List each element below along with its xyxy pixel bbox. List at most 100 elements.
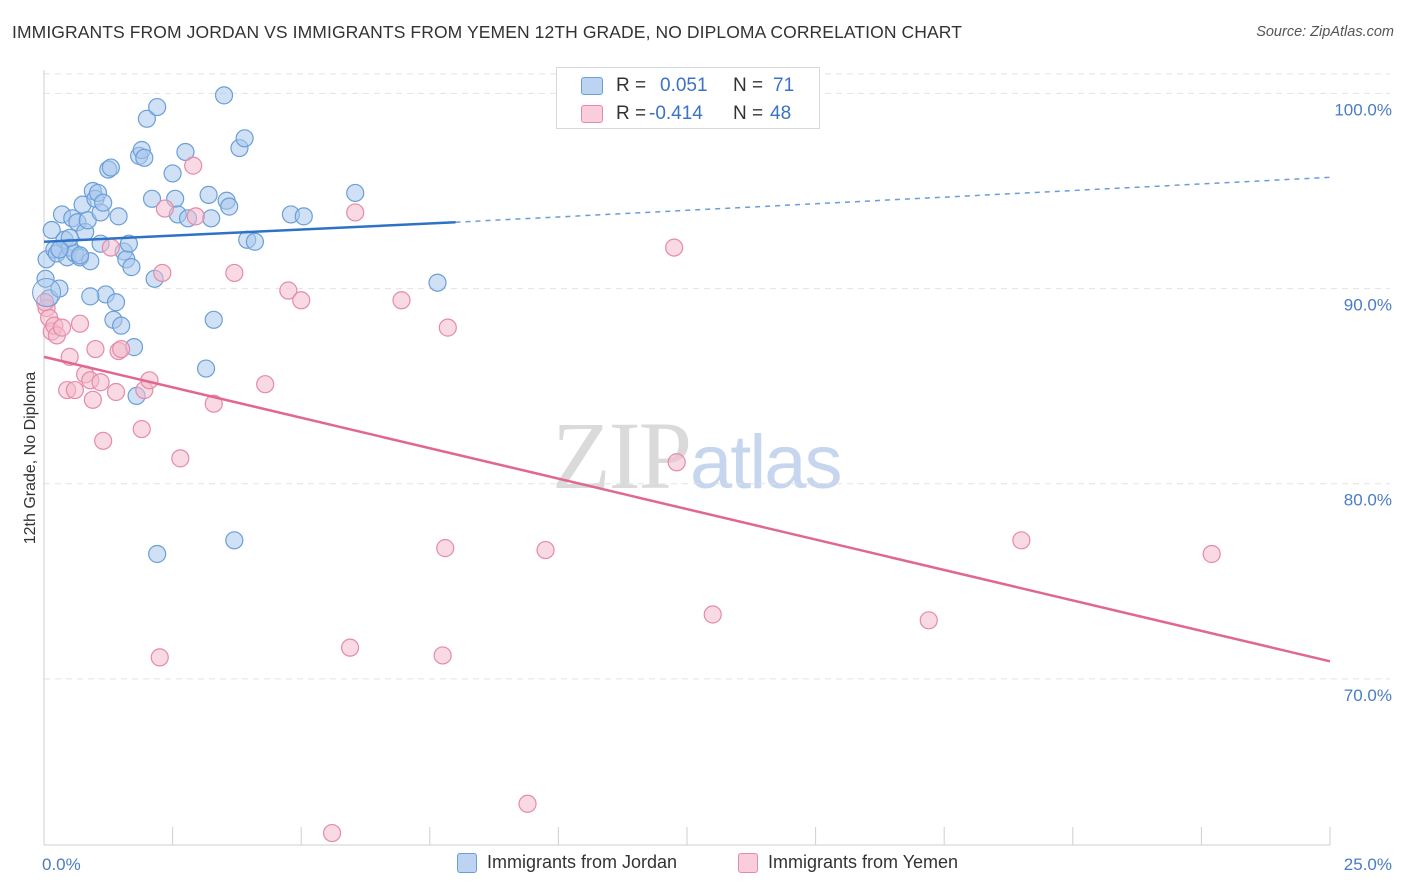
- watermark-atlas: atlas: [690, 420, 843, 505]
- yemen-point: [919, 611, 938, 630]
- yemen-point: [225, 263, 244, 283]
- jordan-point: [346, 183, 365, 203]
- legend-n-label: N =: [733, 75, 764, 96]
- jordan-point: [245, 232, 265, 251]
- x-tick-label: 0.0%: [42, 855, 81, 874]
- jordan-point: [137, 109, 156, 128]
- yemen-point: [667, 453, 686, 472]
- legend-n-value: 48: [770, 103, 792, 124]
- jordan-point: [202, 209, 221, 228]
- chart-title: IMMIGRANTS FROM JORDAN VS IMMIGRANTS FRO…: [12, 22, 962, 42]
- yemen-point: [83, 390, 102, 409]
- series-swatch-jordan: [457, 852, 477, 873]
- yemen-point: [70, 314, 90, 333]
- yemen-point: [153, 263, 172, 283]
- jordan-point: [142, 189, 162, 208]
- yemen-trend-line: [43, 355, 1331, 663]
- yemen-point: [171, 449, 190, 468]
- jordan-trend-line: [43, 220, 456, 243]
- legend-n-label: N =: [733, 103, 764, 124]
- jordan-point: [199, 185, 218, 204]
- yemen-point: [518, 794, 537, 813]
- y-tick-label: 90.0%: [1344, 296, 1392, 315]
- series-swatch-yemen: [738, 852, 758, 873]
- yemen-point: [536, 540, 555, 560]
- jordan-point: [148, 544, 167, 564]
- legend-r-value: 0.051: [660, 75, 708, 96]
- jordan-point: [112, 316, 131, 335]
- y-tick-label: 70.0%: [1344, 686, 1392, 705]
- yemen-point: [52, 318, 72, 337]
- yemen-point: [1012, 531, 1031, 550]
- legend-r-value: -0.414: [649, 103, 703, 124]
- jordan-point: [109, 207, 128, 226]
- jordan-point: [70, 246, 90, 265]
- yemen-point: [186, 207, 205, 226]
- jordan-point: [122, 258, 141, 277]
- jordan-point: [101, 158, 120, 177]
- yemen-point: [132, 419, 151, 439]
- source-label: Source: ZipAtlas.com: [1256, 24, 1394, 40]
- yemen-point: [94, 431, 113, 450]
- watermark: ZIPatlas: [552, 400, 843, 511]
- series-legend: Immigrants from Jordan Immigrants from Y…: [0, 852, 1406, 878]
- legend-swatch-yemen: [581, 105, 603, 123]
- jordan-point: [135, 148, 154, 167]
- legend-r-label: R =: [616, 75, 647, 96]
- legend-swatch-jordan: [581, 77, 603, 95]
- yemen-point: [256, 375, 275, 394]
- jordan-point: [106, 293, 126, 312]
- jordan-point: [94, 193, 113, 212]
- yemen-point: [106, 382, 126, 402]
- yemen-point: [65, 380, 84, 400]
- yemen-point: [292, 291, 311, 310]
- yemen-point: [703, 605, 722, 624]
- series-legend-jordan[interactable]: Immigrants from Jordan: [457, 852, 677, 873]
- jordan-point: [42, 220, 61, 240]
- yemen-point: [346, 203, 365, 222]
- yemen-point: [184, 156, 203, 175]
- jordan-point: [50, 240, 69, 259]
- yemen-point: [1202, 544, 1221, 564]
- yemen-point: [433, 646, 452, 665]
- jordan-trend-extension: [455, 176, 1331, 223]
- series-legend-yemen-label: Immigrants from Yemen: [768, 852, 959, 872]
- yemen-point: [436, 539, 455, 558]
- yemen-point: [101, 238, 120, 257]
- jordan-point: [225, 531, 244, 550]
- correlation-legend: R = 0.051 N = 71 R = -0.414 N = 48: [556, 67, 820, 129]
- jordan-point: [214, 86, 234, 105]
- jordan-point: [81, 287, 100, 306]
- jordan-point: [220, 197, 239, 216]
- jordan-point: [294, 207, 313, 226]
- jordan-point: [176, 142, 195, 162]
- series-legend-yemen[interactable]: Immigrants from Yemen: [738, 852, 958, 873]
- yemen-point: [438, 318, 457, 337]
- yemen-point: [150, 648, 169, 667]
- yemen-point: [86, 339, 105, 359]
- series-legend-jordan-label: Immigrants from Jordan: [487, 852, 678, 872]
- y-axis-label: 12th Grade, No Diploma: [22, 372, 39, 545]
- y-tick-label: 100.0%: [1334, 100, 1392, 119]
- legend-r-label: R =: [616, 103, 647, 124]
- yemen-point: [204, 394, 223, 413]
- jordan-point: [148, 97, 167, 117]
- jordan-point: [163, 164, 182, 183]
- jordan-point: [196, 359, 216, 378]
- legend-n-value: 71: [773, 75, 795, 96]
- yemen-point: [392, 291, 411, 310]
- jordan-point: [235, 129, 254, 148]
- watermark-zip: ZIP: [552, 402, 692, 509]
- yemen-point: [279, 281, 298, 300]
- yemen-point: [155, 199, 174, 218]
- jordan-point: [119, 234, 138, 253]
- jordan-point: [204, 310, 223, 329]
- jordan-point: [60, 228, 79, 247]
- yemen-point: [322, 823, 342, 843]
- x-tick-label: 25.0%: [1344, 855, 1392, 874]
- yemen-point: [665, 238, 684, 257]
- y-tick-label: 80.0%: [1344, 491, 1392, 510]
- yemen-point: [91, 373, 110, 392]
- yemen-point: [112, 339, 131, 359]
